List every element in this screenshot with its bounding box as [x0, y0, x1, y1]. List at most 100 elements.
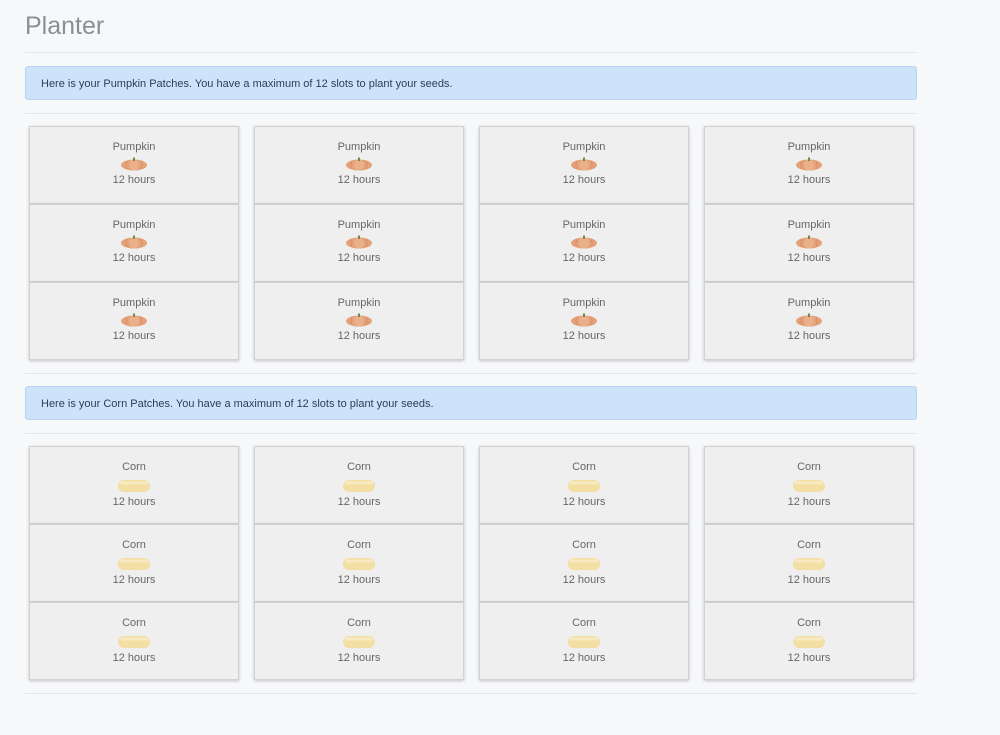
slot-grow-time: 12 hours: [562, 330, 606, 342]
slot-crop-name: Corn: [122, 539, 146, 551]
corn-slot[interactable]: Corn 12 hours: [479, 446, 689, 524]
slot-grow-time: 12 hours: [787, 496, 831, 508]
pumpkin-icon: [121, 313, 147, 327]
slot-grow-time: 12 hours: [787, 652, 831, 664]
slot-crop-name: Pumpkin: [337, 141, 381, 153]
slot-crop-name: Pumpkin: [562, 297, 606, 309]
divider: [25, 693, 917, 694]
pumpkin-slot[interactable]: Pumpkin 12 hours: [479, 282, 689, 360]
slot-grow-time: 12 hours: [337, 652, 381, 664]
slot-crop-name: Corn: [347, 461, 371, 473]
corn-icon: [568, 558, 600, 570]
slot-crop-name: Pumpkin: [112, 297, 156, 309]
corn-icon: [343, 480, 375, 492]
slot-crop-name: Corn: [347, 617, 371, 629]
slot-crop-name: Corn: [572, 539, 596, 551]
slot-grow-time: 12 hours: [112, 330, 156, 342]
corn-slot[interactable]: Corn 12 hours: [704, 524, 914, 602]
corn-slot[interactable]: Corn 12 hours: [254, 524, 464, 602]
pumpkin-slot[interactable]: Pumpkin 12 hours: [29, 282, 239, 360]
slot-grow-time: 12 hours: [337, 574, 381, 586]
corn-icon: [118, 636, 150, 648]
slot-crop-name: Corn: [347, 539, 371, 551]
corn-slot[interactable]: Corn 12 hours: [479, 602, 689, 680]
corn-slot[interactable]: Corn 12 hours: [254, 602, 464, 680]
corn-section: Here is your Corn Patches. You have a ma…: [25, 374, 917, 694]
pumpkin-slot[interactable]: Pumpkin 12 hours: [479, 204, 689, 282]
corn-slot[interactable]: Corn 12 hours: [29, 602, 239, 680]
divider: [25, 373, 917, 374]
pumpkin-icon: [796, 235, 822, 249]
slot-grow-time: 12 hours: [562, 652, 606, 664]
slot-crop-name: Pumpkin: [337, 297, 381, 309]
pumpkin-slot[interactable]: Pumpkin 12 hours: [479, 126, 689, 204]
slot-grow-time: 12 hours: [112, 252, 156, 264]
slot-grow-time: 12 hours: [337, 496, 381, 508]
pumpkin-icon: [796, 313, 822, 327]
corn-icon: [568, 636, 600, 648]
corn-slot[interactable]: Corn 12 hours: [479, 524, 689, 602]
slot-crop-name: Pumpkin: [787, 297, 831, 309]
pumpkin-icon: [571, 157, 597, 171]
corn-icon: [118, 480, 150, 492]
slot-grow-time: 12 hours: [112, 574, 156, 586]
corn-slot[interactable]: Corn 12 hours: [29, 524, 239, 602]
corn-icon: [793, 558, 825, 570]
pumpkin-icon: [346, 157, 372, 171]
slot-crop-name: Corn: [797, 617, 821, 629]
pumpkin-slot[interactable]: Pumpkin 12 hours: [29, 126, 239, 204]
pumpkin-slot[interactable]: Pumpkin 12 hours: [254, 282, 464, 360]
slot-grow-time: 12 hours: [112, 652, 156, 664]
slot-crop-name: Pumpkin: [112, 219, 156, 231]
slot-crop-name: Pumpkin: [562, 219, 606, 231]
slot-grow-time: 12 hours: [337, 252, 381, 264]
pumpkin-slot[interactable]: Pumpkin 12 hours: [704, 126, 914, 204]
pumpkin-icon: [346, 235, 372, 249]
pumpkin-icon: [571, 235, 597, 249]
corn-info-alert: Here is your Corn Patches. You have a ma…: [25, 386, 917, 420]
divider: [25, 52, 917, 53]
slot-crop-name: Corn: [797, 461, 821, 473]
pumpkin-slot[interactable]: Pumpkin 12 hours: [254, 126, 464, 204]
slot-crop-name: Pumpkin: [562, 141, 606, 153]
corn-icon: [793, 480, 825, 492]
corn-slot-grid: Corn 12 hours Corn 12 hours Corn 12 hours Corn…: [25, 446, 917, 680]
slot-grow-time: 12 hours: [562, 496, 606, 508]
slot-grow-time: 12 hours: [562, 574, 606, 586]
pumpkin-icon: [796, 157, 822, 171]
corn-icon: [118, 558, 150, 570]
corn-slot[interactable]: Corn 12 hours: [29, 446, 239, 524]
planter-page: Planter Here is your Pumpkin Patches. Yo…: [25, 0, 917, 694]
divider: [25, 113, 917, 114]
slot-grow-time: 12 hours: [787, 330, 831, 342]
pumpkin-slot[interactable]: Pumpkin 12 hours: [704, 282, 914, 360]
pumpkin-slot[interactable]: Pumpkin 12 hours: [254, 204, 464, 282]
slot-crop-name: Corn: [797, 539, 821, 551]
slot-grow-time: 12 hours: [337, 330, 381, 342]
corn-slot[interactable]: Corn 12 hours: [704, 446, 914, 524]
slot-crop-name: Pumpkin: [787, 141, 831, 153]
slot-crop-name: Pumpkin: [787, 219, 831, 231]
slot-grow-time: 12 hours: [562, 174, 606, 186]
slot-grow-time: 12 hours: [112, 174, 156, 186]
slot-crop-name: Corn: [572, 617, 596, 629]
slot-grow-time: 12 hours: [787, 574, 831, 586]
divider: [25, 433, 917, 434]
pumpkin-icon: [571, 313, 597, 327]
slot-grow-time: 12 hours: [112, 496, 156, 508]
corn-icon: [793, 636, 825, 648]
pumpkin-slot[interactable]: Pumpkin 12 hours: [29, 204, 239, 282]
corn-slot[interactable]: Corn 12 hours: [254, 446, 464, 524]
pumpkin-icon: [346, 313, 372, 327]
corn-slot[interactable]: Corn 12 hours: [704, 602, 914, 680]
slot-grow-time: 12 hours: [787, 174, 831, 186]
slot-grow-time: 12 hours: [562, 252, 606, 264]
pumpkin-slot-grid: Pumpkin 12 hours Pumpkin 12 hours Pumpkin 12 …: [25, 126, 917, 360]
slot-crop-name: Corn: [122, 617, 146, 629]
corn-icon: [568, 480, 600, 492]
pumpkin-icon: [121, 235, 147, 249]
pumpkin-slot[interactable]: Pumpkin 12 hours: [704, 204, 914, 282]
corn-icon: [343, 636, 375, 648]
page-title: Planter: [25, 12, 105, 40]
slot-crop-name: Pumpkin: [337, 219, 381, 231]
